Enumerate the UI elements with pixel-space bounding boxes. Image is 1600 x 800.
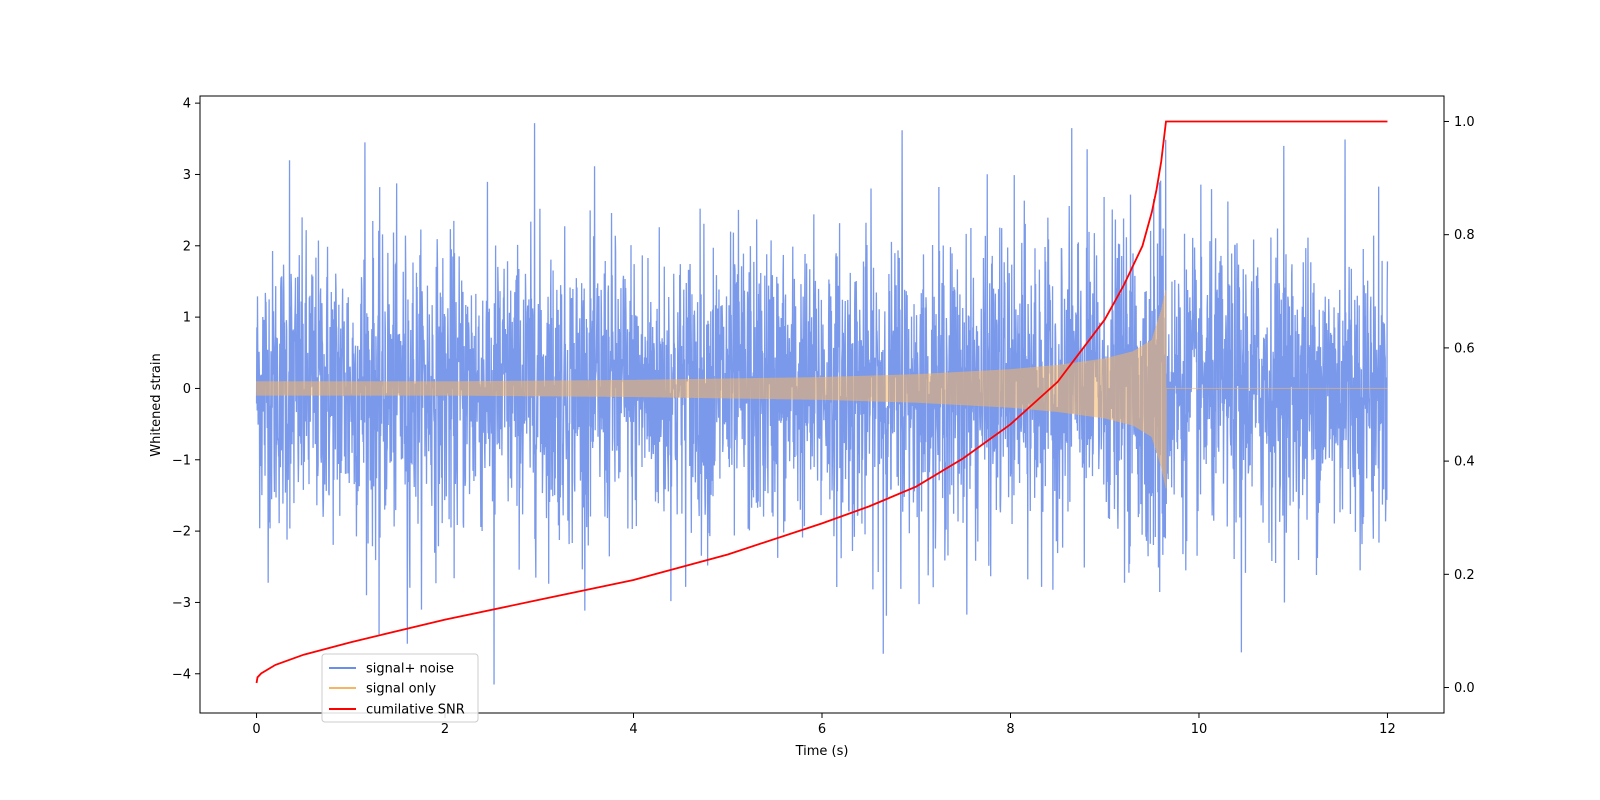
- legend-box: [321, 653, 479, 723]
- y-tick-label: 1: [183, 311, 191, 326]
- y-tick-label: −2: [172, 525, 191, 540]
- x-axis-label: Time (s): [795, 744, 849, 759]
- y-tick-label: −1: [172, 453, 191, 468]
- right-y-axis-ticks: 0.0 0.2 0.4 0.6 0.8 1.0: [1444, 115, 1475, 696]
- right-y-tick-label: 0.6: [1454, 341, 1475, 356]
- plot-area: [255, 120, 1389, 685]
- legend: signal+ noise signal only cumilative SNR: [321, 653, 479, 723]
- legend-label-signal-noise: signal+ noise: [366, 662, 454, 677]
- y-axis-label: Whitened strain: [149, 353, 164, 456]
- y-tick-label: −3: [172, 596, 191, 611]
- x-tick-label: 10: [1191, 722, 1208, 737]
- x-axis-ticks: 0 2 4 6 8 10 12: [252, 713, 1396, 737]
- x-tick-label: 12: [1379, 722, 1396, 737]
- y-tick-label: −4: [172, 667, 191, 682]
- y-tick-label: 2: [183, 239, 191, 254]
- right-y-tick-label: 0.2: [1454, 568, 1475, 583]
- x-tick-label: 6: [818, 722, 826, 737]
- cumulative-snr-series-line: [255, 120, 1388, 684]
- y-axis-ticks: −4 −3 −2 −1 0 1 2 3 4: [172, 97, 200, 682]
- signal-only-series-line: [256, 290, 1388, 489]
- y-tick-label: 3: [183, 168, 191, 183]
- right-y-tick-label: 0.4: [1454, 455, 1475, 470]
- right-y-tick-label: 0.0: [1454, 681, 1475, 696]
- y-tick-label: 4: [183, 97, 191, 112]
- legend-label-cumulative-snr: cumilative SNR: [366, 703, 465, 718]
- x-tick-label: 2: [441, 722, 449, 737]
- x-tick-label: 4: [629, 722, 637, 737]
- right-y-tick-label: 0.8: [1454, 228, 1475, 243]
- x-tick-label: 8: [1006, 722, 1014, 737]
- x-tick-label: 0: [252, 722, 260, 737]
- y-tick-label: 0: [183, 382, 191, 397]
- legend-label-signal-only: signal only: [366, 682, 436, 697]
- right-y-tick-label: 1.0: [1454, 115, 1475, 130]
